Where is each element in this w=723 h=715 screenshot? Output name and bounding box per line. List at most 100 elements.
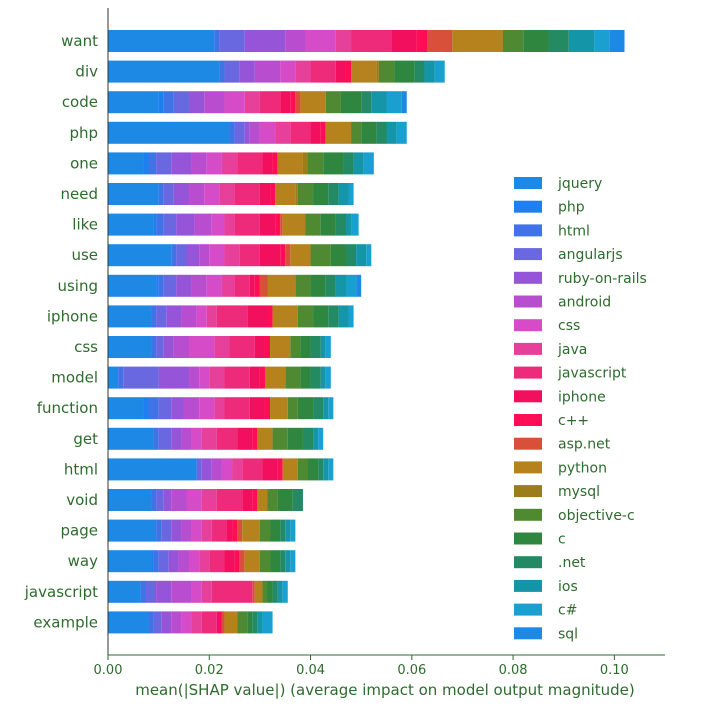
bar-iphone-c++ (267, 305, 273, 328)
feature-label-iphone: iphone (47, 307, 98, 325)
bar-need-java (219, 183, 235, 205)
bar-css-javascript (229, 336, 255, 358)
bar-iphone-c# (348, 305, 354, 328)
bar-code-android (204, 91, 225, 114)
bar-using-python (267, 274, 296, 297)
bar-css-css (189, 336, 215, 358)
legend: jquery php html angularjs ruby-on-rails andro… (514, 176, 647, 642)
legend-swatch-angularjs (514, 248, 542, 261)
bar-php-javascript (290, 121, 311, 144)
bar-html-ios (323, 458, 329, 481)
bar-use-angularjs (176, 244, 187, 267)
bar-get-.net (302, 427, 314, 450)
bar-get-angularjs (158, 427, 172, 450)
bar-like-c# (351, 213, 359, 236)
bar-void-c (277, 489, 293, 511)
bar-css-ruby-on-rails (163, 336, 174, 358)
bar-using-ios (335, 274, 346, 297)
bar-using-c (310, 274, 326, 297)
bar-use-javascript (239, 244, 260, 267)
bar-get-objective-c (272, 427, 288, 450)
legend-label-html: html (558, 223, 590, 239)
bar-want-.net (548, 30, 569, 52)
bar-javascript-ios (277, 580, 283, 603)
bar-example-ios (257, 611, 263, 634)
bar-void-ruby-on-rails (163, 489, 172, 511)
x-axis-label: mean(|SHAP value|) (average impact on mo… (135, 681, 635, 699)
bar-model-ios (320, 366, 326, 389)
bar-example-css (181, 611, 192, 634)
bar-need-css (204, 183, 220, 205)
bar-css-c# (325, 336, 331, 358)
bar-want-html (214, 30, 220, 52)
bar-model-java (209, 366, 225, 389)
bar-like-css (211, 213, 225, 236)
bar-function-jquery (108, 397, 144, 420)
bar-way-php (151, 550, 154, 573)
bar-div-jquery (108, 60, 220, 83)
bar-want-css (305, 30, 336, 52)
bar-javascript-javascript (211, 580, 253, 603)
bar-iphone-python (272, 305, 298, 328)
bar-one-.net (343, 152, 354, 175)
bar-html-javascript (242, 458, 263, 481)
bar-code-css (224, 91, 245, 114)
bar-code-java (244, 91, 260, 114)
bar-using-java (221, 274, 235, 297)
feature-label-like: like (72, 216, 98, 234)
feature-label-css: css (74, 338, 98, 356)
bar-function-ios (323, 397, 329, 420)
bar-html-css (221, 458, 233, 481)
bar-function-.net (313, 397, 324, 420)
bar-need-html (158, 183, 164, 205)
bar-using-c++ (254, 274, 260, 297)
bar-example-angularjs (153, 611, 162, 634)
bar-javascript-android (171, 580, 192, 603)
bar-code-objective-c (325, 91, 341, 114)
feature-label-php: php (69, 124, 98, 142)
legend-swatch-ruby-on-rails (514, 271, 542, 284)
bar-void-c++ (252, 489, 258, 511)
bar-javascript-angularjs (145, 580, 157, 603)
bar-way-iphone (224, 550, 235, 573)
bar-like-java (224, 213, 235, 236)
bar-model-.net (310, 366, 321, 389)
bar-iphone-ruby-on-rails (166, 305, 182, 328)
bar-code-ios (371, 91, 387, 114)
legend-label-iphone: iphone (558, 389, 606, 405)
bar-iphone-javascript (216, 305, 248, 328)
bar-void-objective-c (267, 489, 278, 511)
bar-iphone-css (196, 305, 207, 328)
bar-page-c (270, 519, 281, 542)
bar-get-iphone (237, 427, 253, 450)
legend-swatch-.net (514, 556, 542, 569)
bar-like-asp.net (280, 213, 283, 236)
feature-label-html: html (64, 460, 98, 478)
bar-page-jquery (108, 519, 157, 542)
bar-div-ios (424, 60, 435, 83)
legend-label-jquery: jquery (557, 176, 602, 192)
bar-page-javascript (211, 519, 227, 542)
bar-div-python (351, 60, 377, 83)
bar-div-java (295, 60, 311, 83)
x-tick-label: 0.10 (600, 663, 629, 678)
axes: 0.00 0.02 0.04 0.06 0.08 0.10 (94, 8, 665, 678)
bar-css-python (270, 336, 291, 358)
bar-page-android (181, 519, 192, 542)
bar-function-php (143, 397, 149, 420)
bar-want-c++ (416, 30, 428, 52)
bar-void-css (186, 489, 202, 511)
bar-php-java (275, 121, 291, 144)
legend-swatch-c (514, 532, 542, 545)
legend-label-css: css (558, 318, 580, 334)
bar-iphone-html (151, 305, 157, 328)
bar-use-ios (356, 244, 367, 267)
bar-iphone-c (313, 305, 329, 328)
bar-page-ios (285, 519, 291, 542)
feature-label-want: want (61, 32, 98, 50)
legend-swatch-html (514, 224, 542, 237)
bar-void-jquery (108, 489, 152, 511)
bar-model-c (300, 366, 311, 389)
bar-need-jquery (108, 183, 159, 205)
bar-using-c# (345, 274, 357, 297)
